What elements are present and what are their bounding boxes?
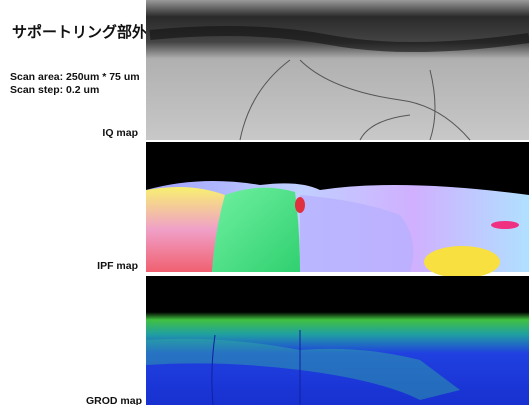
figure: サポートリング部外周 Scan area: 250um * 75 um Scan… [0,0,529,405]
panel-label: IPF map [97,260,138,272]
scan-area: Scan area: 250um * 75 um [10,71,140,83]
title: サポートリング部外周 [12,23,162,41]
grod-map [146,276,529,405]
panel-label: GROD map [86,395,142,405]
iq-image [146,0,529,140]
ipf-pink-grain [491,221,519,229]
iq-map [146,0,529,140]
ipf-red-grain [295,197,305,213]
scan-step: Scan step: 0.2 um [10,84,99,96]
panel-label: IQ map [102,127,138,139]
ipf-yellow-grain [424,246,500,278]
ipf-green-grain [212,188,300,272]
ipf-map [146,142,529,278]
